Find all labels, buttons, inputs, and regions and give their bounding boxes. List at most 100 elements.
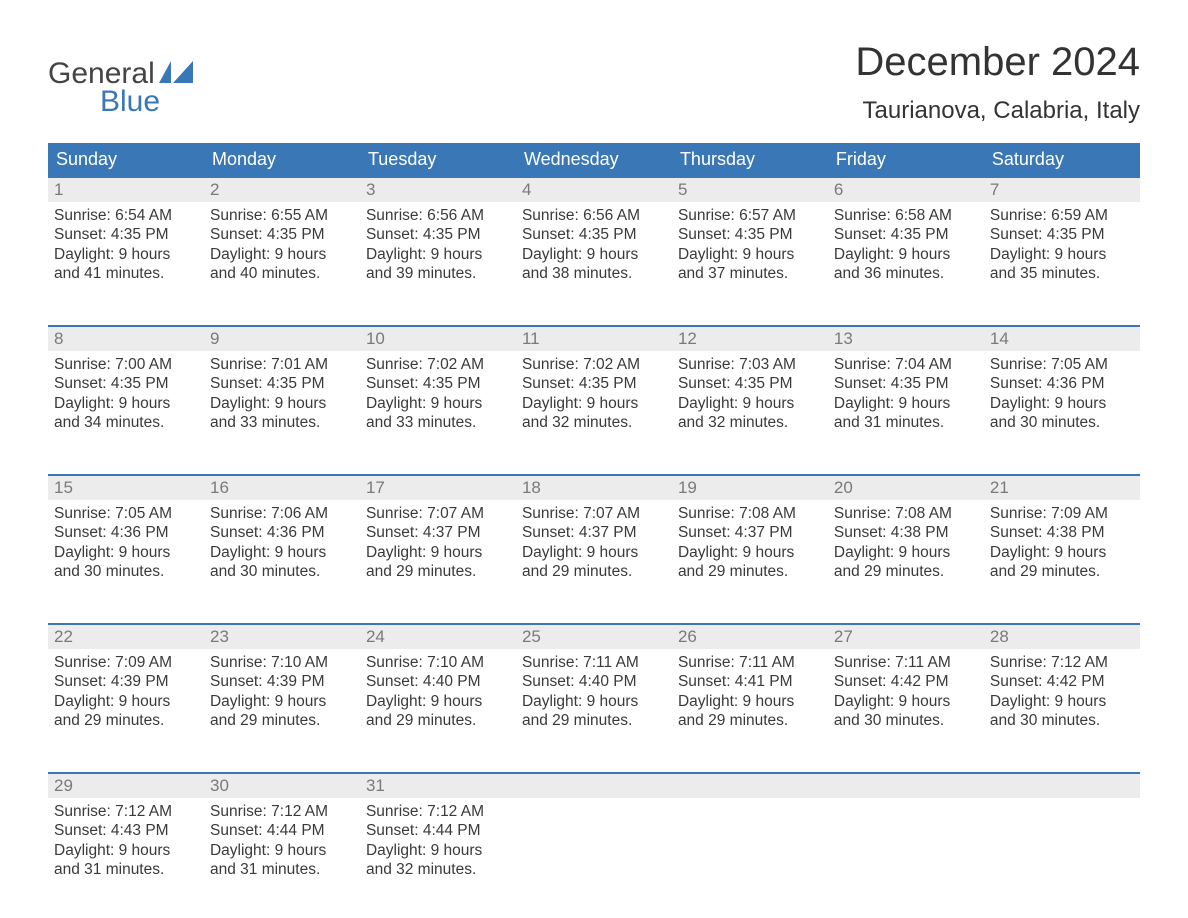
daylight-line-1: Daylight: 9 hours [990, 245, 1134, 264]
day-number: 1 [48, 177, 204, 202]
daylight-line-2: and 39 minutes. [366, 264, 510, 283]
day-number-row: 22232425262728 [48, 624, 1140, 649]
day-number-row: 1234567 [48, 177, 1140, 202]
daylight-line-2: and 30 minutes. [990, 711, 1134, 730]
daylight-line-2: and 33 minutes. [210, 413, 354, 432]
day-cell: Sunrise: 7:09 AMSunset: 4:38 PMDaylight:… [984, 500, 1140, 604]
daylight-line-1: Daylight: 9 hours [834, 692, 978, 711]
day-detail-row: Sunrise: 7:05 AMSunset: 4:36 PMDaylight:… [48, 500, 1140, 604]
sunrise-line: Sunrise: 6:57 AM [678, 206, 822, 225]
sunset-line: Sunset: 4:35 PM [834, 225, 978, 244]
sunset-line: Sunset: 4:44 PM [210, 821, 354, 840]
day-cell: Sunrise: 7:05 AMSunset: 4:36 PMDaylight:… [48, 500, 204, 604]
sunrise-line: Sunrise: 6:55 AM [210, 206, 354, 225]
daylight-line-2: and 30 minutes. [990, 413, 1134, 432]
daylight-line-2: and 29 minutes. [366, 711, 510, 730]
day-number-row: 891011121314 [48, 326, 1140, 351]
sunset-line: Sunset: 4:36 PM [54, 523, 198, 542]
daylight-line-2: and 37 minutes. [678, 264, 822, 283]
day-number-empty [672, 773, 828, 798]
day-cell: Sunrise: 7:12 AMSunset: 4:43 PMDaylight:… [48, 798, 204, 902]
day-cell: Sunrise: 7:02 AMSunset: 4:35 PMDaylight:… [516, 351, 672, 455]
daylight-line-1: Daylight: 9 hours [522, 543, 666, 562]
sunrise-line: Sunrise: 7:03 AM [678, 355, 822, 374]
day-number: 2 [204, 177, 360, 202]
sunrise-line: Sunrise: 7:09 AM [990, 504, 1134, 523]
day-cell: Sunrise: 7:06 AMSunset: 4:36 PMDaylight:… [204, 500, 360, 604]
sunrise-line: Sunrise: 7:11 AM [522, 653, 666, 672]
day-number: 17 [360, 475, 516, 500]
day-cell: Sunrise: 7:10 AMSunset: 4:39 PMDaylight:… [204, 649, 360, 753]
day-number: 19 [672, 475, 828, 500]
sunrise-line: Sunrise: 6:58 AM [834, 206, 978, 225]
week-separator [48, 306, 1140, 326]
daylight-line-1: Daylight: 9 hours [54, 841, 198, 860]
day-number: 24 [360, 624, 516, 649]
day-detail-row: Sunrise: 6:54 AMSunset: 4:35 PMDaylight:… [48, 202, 1140, 306]
week-separator [48, 604, 1140, 624]
daylight-line-1: Daylight: 9 hours [366, 543, 510, 562]
day-number: 21 [984, 475, 1140, 500]
title-block: December 2024 Taurianova, Calabria, Ital… [855, 40, 1140, 125]
flag-icon [159, 61, 193, 88]
day-of-week-header: Sunday [48, 143, 204, 177]
sunrise-line: Sunrise: 7:11 AM [678, 653, 822, 672]
daylight-line-2: and 32 minutes. [366, 860, 510, 879]
brand-name-2: Blue [100, 86, 193, 118]
daylight-line-2: and 29 minutes. [366, 562, 510, 581]
sunset-line: Sunset: 4:35 PM [54, 374, 198, 393]
day-cell: Sunrise: 7:10 AMSunset: 4:40 PMDaylight:… [360, 649, 516, 753]
daylight-line-2: and 30 minutes. [54, 562, 198, 581]
sunset-line: Sunset: 4:35 PM [366, 225, 510, 244]
daylight-line-2: and 29 minutes. [522, 711, 666, 730]
sunset-line: Sunset: 4:44 PM [366, 821, 510, 840]
sunrise-line: Sunrise: 7:12 AM [54, 802, 198, 821]
day-number-empty [828, 773, 984, 798]
day-of-week-header: Monday [204, 143, 360, 177]
daylight-line-1: Daylight: 9 hours [834, 394, 978, 413]
sunset-line: Sunset: 4:38 PM [834, 523, 978, 542]
day-cell: Sunrise: 6:56 AMSunset: 4:35 PMDaylight:… [360, 202, 516, 306]
daylight-line-1: Daylight: 9 hours [678, 543, 822, 562]
day-number: 27 [828, 624, 984, 649]
daylight-line-1: Daylight: 9 hours [54, 692, 198, 711]
daylight-line-2: and 32 minutes. [678, 413, 822, 432]
day-number: 6 [828, 177, 984, 202]
sunrise-line: Sunrise: 7:10 AM [366, 653, 510, 672]
daylight-line-2: and 29 minutes. [54, 711, 198, 730]
day-number: 12 [672, 326, 828, 351]
daylight-line-2: and 38 minutes. [522, 264, 666, 283]
sunrise-line: Sunrise: 7:04 AM [834, 355, 978, 374]
daylight-line-2: and 29 minutes. [522, 562, 666, 581]
week-separator [48, 455, 1140, 475]
daylight-line-1: Daylight: 9 hours [366, 841, 510, 860]
daylight-line-2: and 29 minutes. [834, 562, 978, 581]
daylight-line-1: Daylight: 9 hours [210, 394, 354, 413]
day-number: 31 [360, 773, 516, 798]
day-cell: Sunrise: 7:08 AMSunset: 4:37 PMDaylight:… [672, 500, 828, 604]
week-separator [48, 753, 1140, 773]
day-detail-row: Sunrise: 7:00 AMSunset: 4:35 PMDaylight:… [48, 351, 1140, 455]
day-number-empty [984, 773, 1140, 798]
sunset-line: Sunset: 4:35 PM [366, 374, 510, 393]
daylight-line-2: and 29 minutes. [210, 711, 354, 730]
day-number: 7 [984, 177, 1140, 202]
sunrise-line: Sunrise: 7:12 AM [990, 653, 1134, 672]
sunset-line: Sunset: 4:35 PM [210, 225, 354, 244]
day-of-week-row: SundayMondayTuesdayWednesdayThursdayFrid… [48, 143, 1140, 177]
day-cell-empty [984, 798, 1140, 902]
daylight-line-1: Daylight: 9 hours [522, 692, 666, 711]
sunrise-line: Sunrise: 6:56 AM [366, 206, 510, 225]
sunrise-line: Sunrise: 7:10 AM [210, 653, 354, 672]
day-cell: Sunrise: 7:12 AMSunset: 4:42 PMDaylight:… [984, 649, 1140, 753]
daylight-line-2: and 34 minutes. [54, 413, 198, 432]
month-title: December 2024 [855, 40, 1140, 85]
daylight-line-2: and 31 minutes. [210, 860, 354, 879]
daylight-line-1: Daylight: 9 hours [54, 394, 198, 413]
sunrise-line: Sunrise: 7:08 AM [678, 504, 822, 523]
daylight-line-1: Daylight: 9 hours [678, 394, 822, 413]
day-cell-empty [516, 798, 672, 902]
daylight-line-1: Daylight: 9 hours [990, 394, 1134, 413]
daylight-line-1: Daylight: 9 hours [834, 543, 978, 562]
daylight-line-2: and 30 minutes. [834, 711, 978, 730]
